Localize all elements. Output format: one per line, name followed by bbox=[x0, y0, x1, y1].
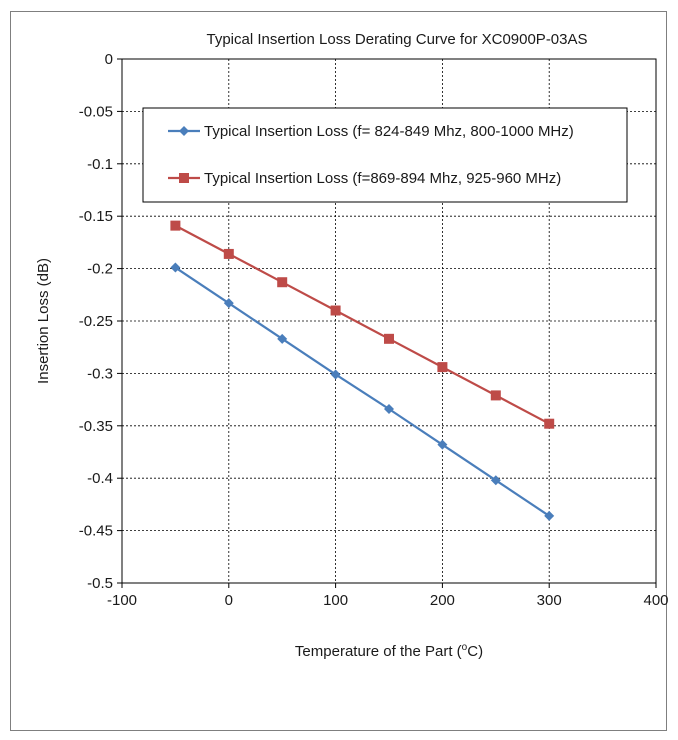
x-axis-label-tail: C) bbox=[467, 643, 483, 660]
series-1-point bbox=[544, 510, 555, 521]
y-axis: 0 -0.05 -0.1 -0.15 -0.2 -0.25 -0.3 -0.35 -0.4 -0.… bbox=[79, 51, 122, 592]
y-tick-label: -0.25 bbox=[79, 313, 113, 330]
legend-label-1: Typical Insertion Loss (f= 824-849 Mhz, … bbox=[204, 123, 574, 140]
y-tick-label: -0.4 bbox=[87, 470, 113, 487]
series-2-point bbox=[384, 333, 394, 344]
y-tick-label: -0.05 bbox=[79, 103, 113, 120]
y-tick-label: -0.45 bbox=[79, 523, 113, 540]
series-1-line bbox=[174, 266, 550, 517]
y-tick-label: -0.2 bbox=[87, 261, 113, 278]
legend-marker-1 bbox=[179, 126, 189, 136]
series-1-point bbox=[330, 369, 341, 380]
x-tick-label: -100 bbox=[107, 592, 137, 609]
series-2-point bbox=[437, 362, 448, 373]
series-2-line bbox=[174, 224, 550, 425]
series-2-point bbox=[277, 277, 288, 288]
x-tick-label: 0 bbox=[225, 592, 233, 609]
series-2-point bbox=[170, 220, 181, 231]
series-2-point bbox=[330, 305, 341, 316]
y-tick-label: -0.1 bbox=[87, 156, 113, 173]
x-tick-label: 200 bbox=[430, 592, 455, 609]
y-tick-label: -0.5 bbox=[87, 575, 113, 592]
x-axis-label-sup: o bbox=[462, 642, 468, 653]
y-tick-label: -0.35 bbox=[79, 418, 113, 435]
series-1-point bbox=[223, 298, 234, 309]
series-1-point bbox=[437, 439, 448, 450]
y-tick-label: -0.15 bbox=[79, 208, 113, 225]
x-tick-label: 100 bbox=[323, 592, 348, 609]
series-1-point bbox=[170, 262, 181, 273]
series-1-point bbox=[490, 475, 501, 486]
x-tick-label: 400 bbox=[643, 592, 668, 609]
y-axis-label: Insertion Loss (dB) bbox=[35, 258, 52, 384]
legend: Typical Insertion Loss (f= 824-849 Mhz, … bbox=[142, 107, 628, 203]
x-axis-label-main: Temperature of the Part ( bbox=[295, 643, 462, 660]
legend-box bbox=[142, 107, 628, 203]
series-2-point bbox=[223, 248, 234, 259]
y-tick-label: 0 bbox=[105, 51, 113, 68]
series-group bbox=[170, 220, 555, 521]
legend-label-2: Typical Insertion Loss (f=869-894 Mhz, 9… bbox=[204, 170, 561, 187]
x-tick-label: 300 bbox=[537, 592, 562, 609]
legend-marker-2 bbox=[179, 173, 189, 183]
chart-title: Typical Insertion Loss Derating Curve fo… bbox=[206, 31, 587, 48]
x-axis-label: Temperature of the Part (oC) bbox=[295, 642, 483, 660]
series-1-point bbox=[277, 333, 288, 344]
series-1-point bbox=[384, 404, 394, 415]
y-tick-label: -0.3 bbox=[87, 365, 113, 382]
x-axis: -100 0 100 200 300 400 bbox=[107, 583, 669, 609]
series-2-point bbox=[490, 390, 501, 401]
series-2-point bbox=[544, 418, 555, 429]
